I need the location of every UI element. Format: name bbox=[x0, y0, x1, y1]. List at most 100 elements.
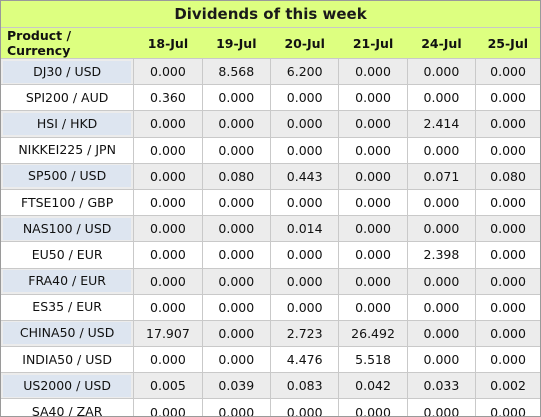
dividend-value-cell: 0.360 bbox=[133, 84, 203, 111]
dividend-value-cell: 2.398 bbox=[406, 241, 476, 268]
product-cell: SA40 / ZAR bbox=[1, 398, 134, 416]
product-cell: FRA40 / EUR bbox=[1, 267, 134, 295]
table-row: SP500 / USD 0.000 0.080 0.443 0.000 0.071 0.08… bbox=[1, 162, 540, 190]
dividend-value-cell: 0.000 bbox=[338, 57, 408, 85]
product-label: NIKKEI225 / JPN bbox=[3, 139, 132, 162]
product-label: HSI / HKD bbox=[3, 112, 132, 135]
dividend-value-cell: 0.000 bbox=[475, 84, 540, 111]
product-cell: US2000 / USD bbox=[1, 372, 134, 399]
dividend-value-cell: 0.000 bbox=[406, 188, 476, 216]
dividend-value-cell: 0.000 bbox=[406, 215, 476, 242]
product-cell: SPI200 / AUD bbox=[1, 84, 134, 111]
dividend-value-cell: 0.000 bbox=[338, 188, 408, 216]
dividend-value-cell: 2.414 bbox=[406, 110, 476, 138]
product-cell: EU50 / EUR bbox=[1, 241, 134, 268]
table-row: CHINA50 / USD 17.907 0.000 2.723 26.492 0.000… bbox=[1, 319, 540, 347]
dividend-value-cell: 0.000 bbox=[338, 398, 408, 416]
table-row: SA40 / ZAR 0.000 0.000 0.000 0.000 0.000 0.000 bbox=[1, 398, 540, 416]
table-row: NAS100 / USD 0.000 0.000 0.014 0.000 0.000 0.0… bbox=[1, 215, 540, 242]
dividend-value-cell: 0.071 bbox=[406, 162, 476, 190]
product-cell: INDIA50 / USD bbox=[1, 346, 134, 373]
dividend-value-cell: 0.000 bbox=[133, 57, 203, 85]
dividend-value-cell: 0.000 bbox=[406, 293, 476, 321]
product-label: EU50 / EUR bbox=[3, 243, 132, 266]
dividend-value-cell: 0.000 bbox=[133, 136, 203, 164]
dividend-value-cell: 0.000 bbox=[338, 267, 408, 295]
column-header-date: 24-Jul bbox=[421, 35, 462, 51]
dividend-value-cell: 0.443 bbox=[269, 162, 339, 190]
dividend-value-cell: 0.000 bbox=[475, 57, 540, 85]
dividend-value-cell: 0.000 bbox=[338, 110, 408, 138]
dividend-value-cell: 0.000 bbox=[201, 293, 271, 321]
dividend-value-cell: 4.476 bbox=[269, 346, 339, 373]
product-label: FTSE100 / GBP bbox=[3, 191, 132, 214]
dividend-value-cell: 0.000 bbox=[406, 136, 476, 164]
dividend-value-cell: 0.042 bbox=[338, 372, 408, 399]
table-row: SPI200 / AUD 0.360 0.000 0.000 0.000 0.000 0.0… bbox=[1, 84, 540, 111]
dividend-value-cell: 0.000 bbox=[201, 188, 271, 216]
dividend-value-cell: 0.000 bbox=[406, 398, 476, 416]
table-title: Dividends of this week bbox=[1, 1, 540, 28]
product-cell: NIKKEI225 / JPN bbox=[1, 136, 134, 164]
dividend-value-cell: 0.000 bbox=[475, 110, 540, 138]
dividend-value-cell: 0.005 bbox=[133, 372, 203, 399]
table-row: HSI / HKD 0.000 0.000 0.000 0.000 2.414 0.000 bbox=[1, 110, 540, 138]
dividend-value-cell: 0.000 bbox=[201, 110, 271, 138]
dividend-value-cell: 0.000 bbox=[338, 162, 408, 190]
column-header-date: 21-Jul bbox=[352, 35, 394, 51]
product-cell: DJ30 / USD bbox=[1, 57, 134, 85]
product-label: SPI200 / AUD bbox=[3, 86, 132, 109]
dividend-value-cell: 0.000 bbox=[133, 267, 203, 295]
table-row: ES35 / EUR 0.000 0.000 0.000 0.000 0.000 0.000 bbox=[1, 293, 540, 321]
product-label: FRA40 / EUR bbox=[3, 270, 132, 293]
product-cell: NAS100 / USD bbox=[1, 215, 134, 242]
table-row: DJ30 / USD 0.000 8.568 6.200 0.000 0.000 0.000 bbox=[1, 57, 540, 85]
dividend-value-cell: 0.000 bbox=[475, 319, 540, 347]
dividend-value-cell: 0.000 bbox=[475, 346, 540, 373]
dividend-value-cell: 0.000 bbox=[201, 346, 271, 373]
product-cell: SP500 / USD bbox=[1, 162, 134, 190]
dividend-value-cell: 0.000 bbox=[475, 241, 540, 268]
dividend-value-cell: 8.568 bbox=[201, 57, 271, 85]
dividend-value-cell: 0.000 bbox=[338, 84, 408, 111]
column-header-date: 18-Jul bbox=[147, 35, 189, 51]
dividend-value-cell: 0.000 bbox=[133, 398, 203, 416]
dividend-value-cell: 0.083 bbox=[269, 372, 339, 399]
column-header-product: Product / Currency bbox=[7, 28, 72, 58]
product-label: SA40 / ZAR bbox=[3, 401, 132, 416]
dividend-value-cell: 0.002 bbox=[475, 372, 540, 399]
dividend-value-cell: 0.000 bbox=[201, 136, 271, 164]
dividend-value-cell: 0.000 bbox=[133, 110, 203, 138]
dividend-value-cell: 0.000 bbox=[201, 319, 271, 347]
table-row: INDIA50 / USD 0.000 0.000 4.476 5.518 0.000 0.… bbox=[1, 346, 540, 373]
dividends-table: Product / Currency 18-Jul 19-Jul 20-Jul … bbox=[1, 28, 540, 416]
dividend-value-cell: 0.000 bbox=[338, 241, 408, 268]
dividend-value-cell: 0.000 bbox=[475, 215, 540, 242]
dividend-value-cell: 0.000 bbox=[269, 241, 339, 268]
product-label: US2000 / USD bbox=[3, 374, 132, 397]
dividend-value-cell: 0.080 bbox=[201, 162, 271, 190]
dividend-value-cell: 0.033 bbox=[406, 372, 476, 399]
table-body: DJ30 / USD 0.000 8.568 6.200 0.000 0.000 0.000… bbox=[1, 57, 540, 416]
dividend-value-cell: 0.000 bbox=[133, 215, 203, 242]
dividend-value-cell: 0.000 bbox=[338, 293, 408, 321]
dividend-value-cell: 0.000 bbox=[269, 84, 339, 111]
dividend-value-cell: 0.039 bbox=[201, 372, 271, 399]
table-row: FRA40 / EUR 0.000 0.000 0.000 0.000 0.000 0.00… bbox=[1, 267, 540, 295]
table-row: FTSE100 / GBP 0.000 0.000 0.000 0.000 0.000 0.… bbox=[1, 188, 540, 216]
dividend-value-cell: 0.000 bbox=[406, 57, 476, 85]
dividend-value-cell: 0.000 bbox=[133, 162, 203, 190]
dividend-value-cell: 0.080 bbox=[475, 162, 540, 190]
dividend-value-cell: 0.000 bbox=[406, 319, 476, 347]
dividend-value-cell: 0.000 bbox=[133, 188, 203, 216]
product-cell: HSI / HKD bbox=[1, 110, 134, 138]
product-label: CHINA50 / USD bbox=[3, 322, 132, 345]
dividend-value-cell: 26.492 bbox=[338, 319, 408, 347]
dividend-value-cell: 0.000 bbox=[201, 241, 271, 268]
dividend-value-cell: 0.000 bbox=[269, 267, 339, 295]
dividend-value-cell: 5.518 bbox=[338, 346, 408, 373]
product-label: DJ30 / USD bbox=[3, 60, 132, 83]
column-header-date: 25-Jul bbox=[487, 35, 529, 51]
dividend-value-cell: 0.000 bbox=[269, 398, 339, 416]
